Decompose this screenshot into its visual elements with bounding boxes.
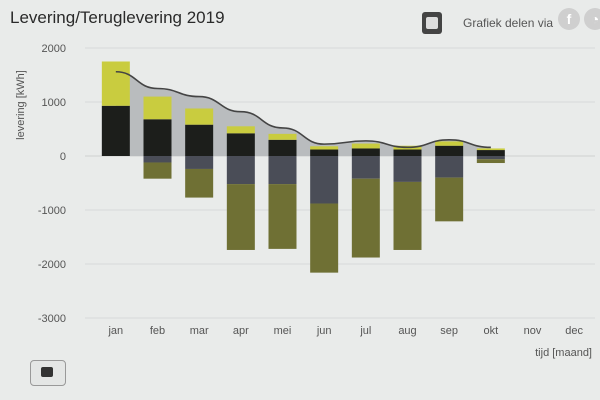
share-icon[interactable] [422, 12, 442, 34]
bar-mei-series-0[interactable] [268, 139, 297, 156]
bar-sep-series-1[interactable] [435, 141, 464, 146]
bar-apr-series-1[interactable] [226, 126, 255, 134]
bar-feb-series-0[interactable] [143, 119, 172, 156]
bar-okt-series-2[interactable] [476, 156, 505, 160]
chart-title: Levering/Teruglevering 2019 [10, 8, 225, 27]
bar-mei-series-2[interactable] [268, 156, 297, 185]
x-tick-label: okt [483, 325, 498, 337]
bar-sep-series-2[interactable] [435, 156, 464, 178]
bar-feb-series-3[interactable] [143, 162, 172, 179]
x-tick-label: aug [398, 325, 416, 337]
bar-aug-series-0[interactable] [393, 149, 422, 156]
bar-aug-series-2[interactable] [393, 156, 422, 182]
bar-jan-series-0[interactable] [101, 105, 130, 156]
bar-apr-series-3[interactable] [226, 184, 255, 250]
x-tick-label: nov [524, 325, 542, 337]
y-tick-label: 2000 [42, 43, 66, 55]
y-tick-label: 0 [60, 151, 66, 163]
bar-jul-series-3[interactable] [351, 178, 380, 258]
chart-menu-button[interactable] [30, 360, 66, 386]
bar-mar-series-0[interactable] [185, 124, 214, 156]
y-axis-label: levering [kWh] [15, 70, 27, 140]
bar-mar-series-3[interactable] [185, 168, 214, 198]
bar-jul-series-0[interactable] [351, 148, 380, 156]
bar-feb-series-2[interactable] [143, 156, 172, 163]
bar-sep-series-3[interactable] [435, 177, 464, 222]
x-tick-label: feb [150, 325, 165, 337]
bar-mei-series-3[interactable] [268, 184, 297, 249]
x-tick-label: mar [190, 325, 209, 337]
x-axis-label: tijd [maand] [535, 347, 592, 359]
bar-mar-series-1[interactable] [185, 108, 214, 125]
menu-icon [41, 367, 53, 377]
facebook-icon[interactable]: f [558, 8, 580, 30]
bar-jan-series-1[interactable] [101, 61, 130, 106]
bar-jun-series-2[interactable] [310, 156, 339, 204]
bar-feb-series-1[interactable] [143, 96, 172, 120]
bar-jul-series-2[interactable] [351, 156, 380, 179]
bar-okt-series-1[interactable] [476, 148, 505, 151]
bar-jul-series-1[interactable] [351, 143, 380, 149]
bar-mei-series-1[interactable] [268, 133, 297, 140]
bar-jun-series-0[interactable] [310, 149, 339, 156]
bar-mar-series-2[interactable] [185, 156, 214, 169]
bar-jun-series-1[interactable] [310, 146, 339, 150]
share-label: Grafiek delen via [463, 16, 554, 30]
bar-aug-series-3[interactable] [393, 181, 422, 250]
y-tick-label: 1000 [42, 97, 66, 109]
y-tick-label: -2000 [38, 259, 66, 271]
y-tick-label: -1000 [38, 205, 66, 217]
bar-okt-series-3[interactable] [476, 159, 505, 164]
levering-line [115, 70, 491, 149]
social-share-icon[interactable]: ◔ [584, 8, 600, 30]
bar-apr-series-0[interactable] [226, 133, 255, 156]
y-tick-label: -3000 [38, 313, 66, 325]
x-tick-label: jan [107, 325, 123, 337]
x-tick-label: sep [440, 325, 458, 337]
x-tick-label: jun [316, 325, 332, 337]
levering-area [115, 71, 491, 156]
x-tick-label: apr [233, 325, 249, 337]
bar-jun-series-3[interactable] [310, 203, 339, 273]
bar-sep-series-0[interactable] [435, 145, 464, 156]
x-tick-label: jul [359, 325, 371, 337]
x-tick-label: dec [565, 325, 583, 337]
bar-okt-series-0[interactable] [476, 150, 505, 156]
x-tick-label: mei [274, 325, 292, 337]
bar-apr-series-2[interactable] [226, 156, 255, 185]
